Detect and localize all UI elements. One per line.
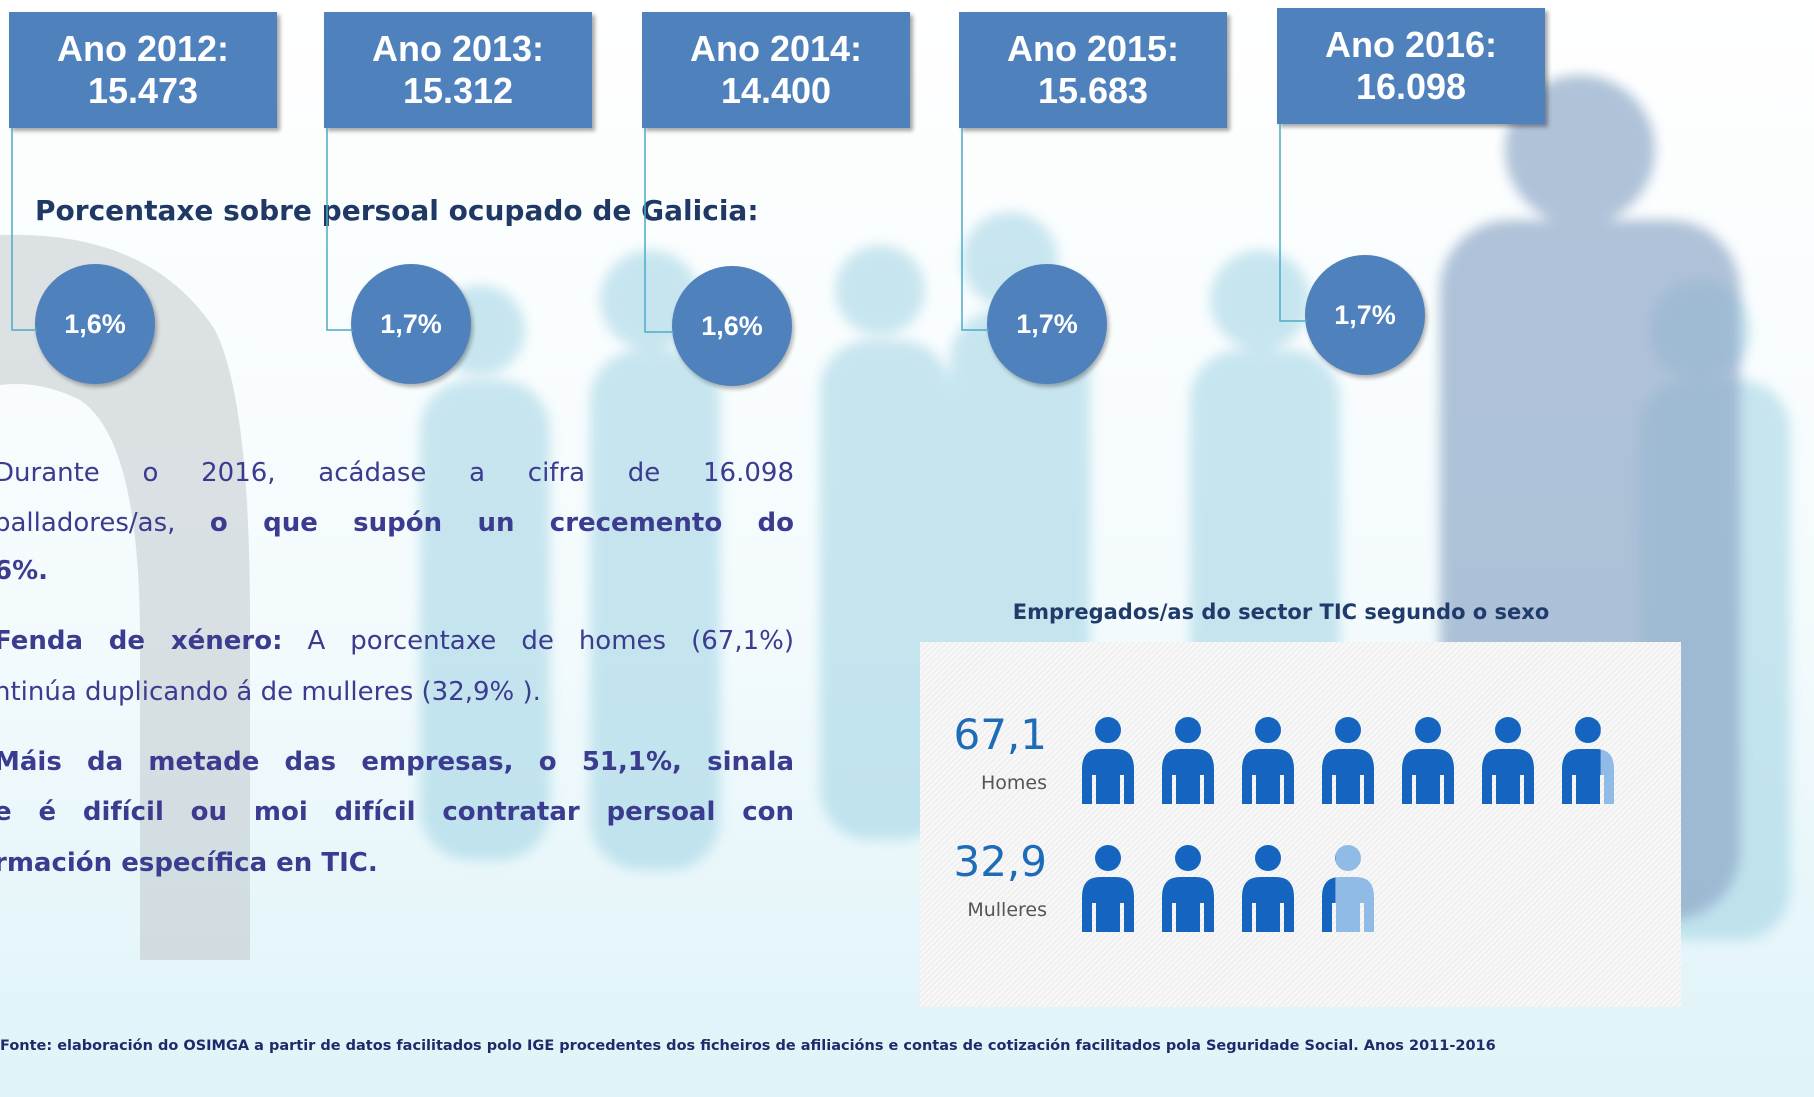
text-segment: e é difícil ou moi difícil contratar per…: [0, 797, 794, 827]
year-box: Ano 2014:14.400: [642, 12, 910, 128]
text-segment: 6%.: [0, 556, 48, 586]
year-value: 15.473: [9, 70, 277, 112]
page: Porcentaxe sobre persoal ocupado de Gali…: [0, 0, 1814, 1097]
text-segment: Durante o 2016, acádase a cifra de 16.09…: [0, 458, 794, 488]
chart-title: Empregados/as do sector TIC segundo o se…: [920, 600, 1642, 624]
paragraph-line: 6%.: [0, 554, 794, 588]
year-box: Ano 2012:15.473: [9, 12, 277, 128]
text-segment: balladores/as,: [0, 508, 210, 538]
text-segment: o que supón un crecemento do: [210, 508, 794, 538]
year-label: Ano 2016:: [1277, 24, 1545, 66]
text-segment: Fenda de xénero:: [0, 626, 282, 656]
text-segment: ntinúa duplicando á de mulleres (32,9% )…: [0, 677, 541, 707]
percentage-circle: 1,7%: [987, 264, 1107, 384]
paragraph-line: Fenda de xénero: A porcentaxe de homes (…: [0, 624, 794, 658]
year-value: 16.098: [1277, 66, 1545, 108]
subtitle: Porcentaxe sobre persoal ocupado de Gali…: [35, 194, 759, 227]
year-box: Ano 2013:15.312: [324, 12, 592, 128]
year-label: Ano 2012:: [9, 28, 277, 70]
year-value: 14.400: [642, 70, 910, 112]
paragraph-line: balladores/as, o que supón un crecemento…: [0, 506, 794, 540]
percentage-circle: 1,7%: [1305, 255, 1425, 375]
paragraph-line: Máis da metade das empresas, o 51,1%, si…: [0, 745, 794, 779]
year-label: Ano 2014:: [642, 28, 910, 70]
paragraph-line: e é difícil ou moi difícil contratar per…: [0, 795, 794, 829]
year-label: Ano 2015:: [959, 28, 1227, 70]
footer: Fonte: elaboración do OSIMGA a partir de…: [0, 1038, 1496, 1054]
text-segment: rmación específica en TIC.: [0, 848, 378, 878]
chart-panel: [920, 642, 1681, 1007]
year-box: Ano 2016:16.098: [1277, 8, 1545, 124]
text-segment: A porcentaxe de homes (67,1%): [282, 626, 794, 656]
year-box: Ano 2015:15.683: [959, 12, 1227, 128]
year-value: 15.312: [324, 70, 592, 112]
paragraph-line: ntinúa duplicando á de mulleres (32,9% )…: [0, 675, 794, 709]
paragraph-line: Durante o 2016, acádase a cifra de 16.09…: [0, 456, 794, 490]
year-label: Ano 2013:: [324, 28, 592, 70]
percentage-circle: 1,6%: [672, 266, 792, 386]
paragraph-line: rmación específica en TIC.: [0, 846, 794, 880]
percentage-circle: 1,7%: [351, 264, 471, 384]
text-segment: Máis da metade das empresas, o 51,1%, si…: [0, 747, 794, 777]
percentage-circle: 1,6%: [35, 264, 155, 384]
year-value: 15.683: [959, 70, 1227, 112]
